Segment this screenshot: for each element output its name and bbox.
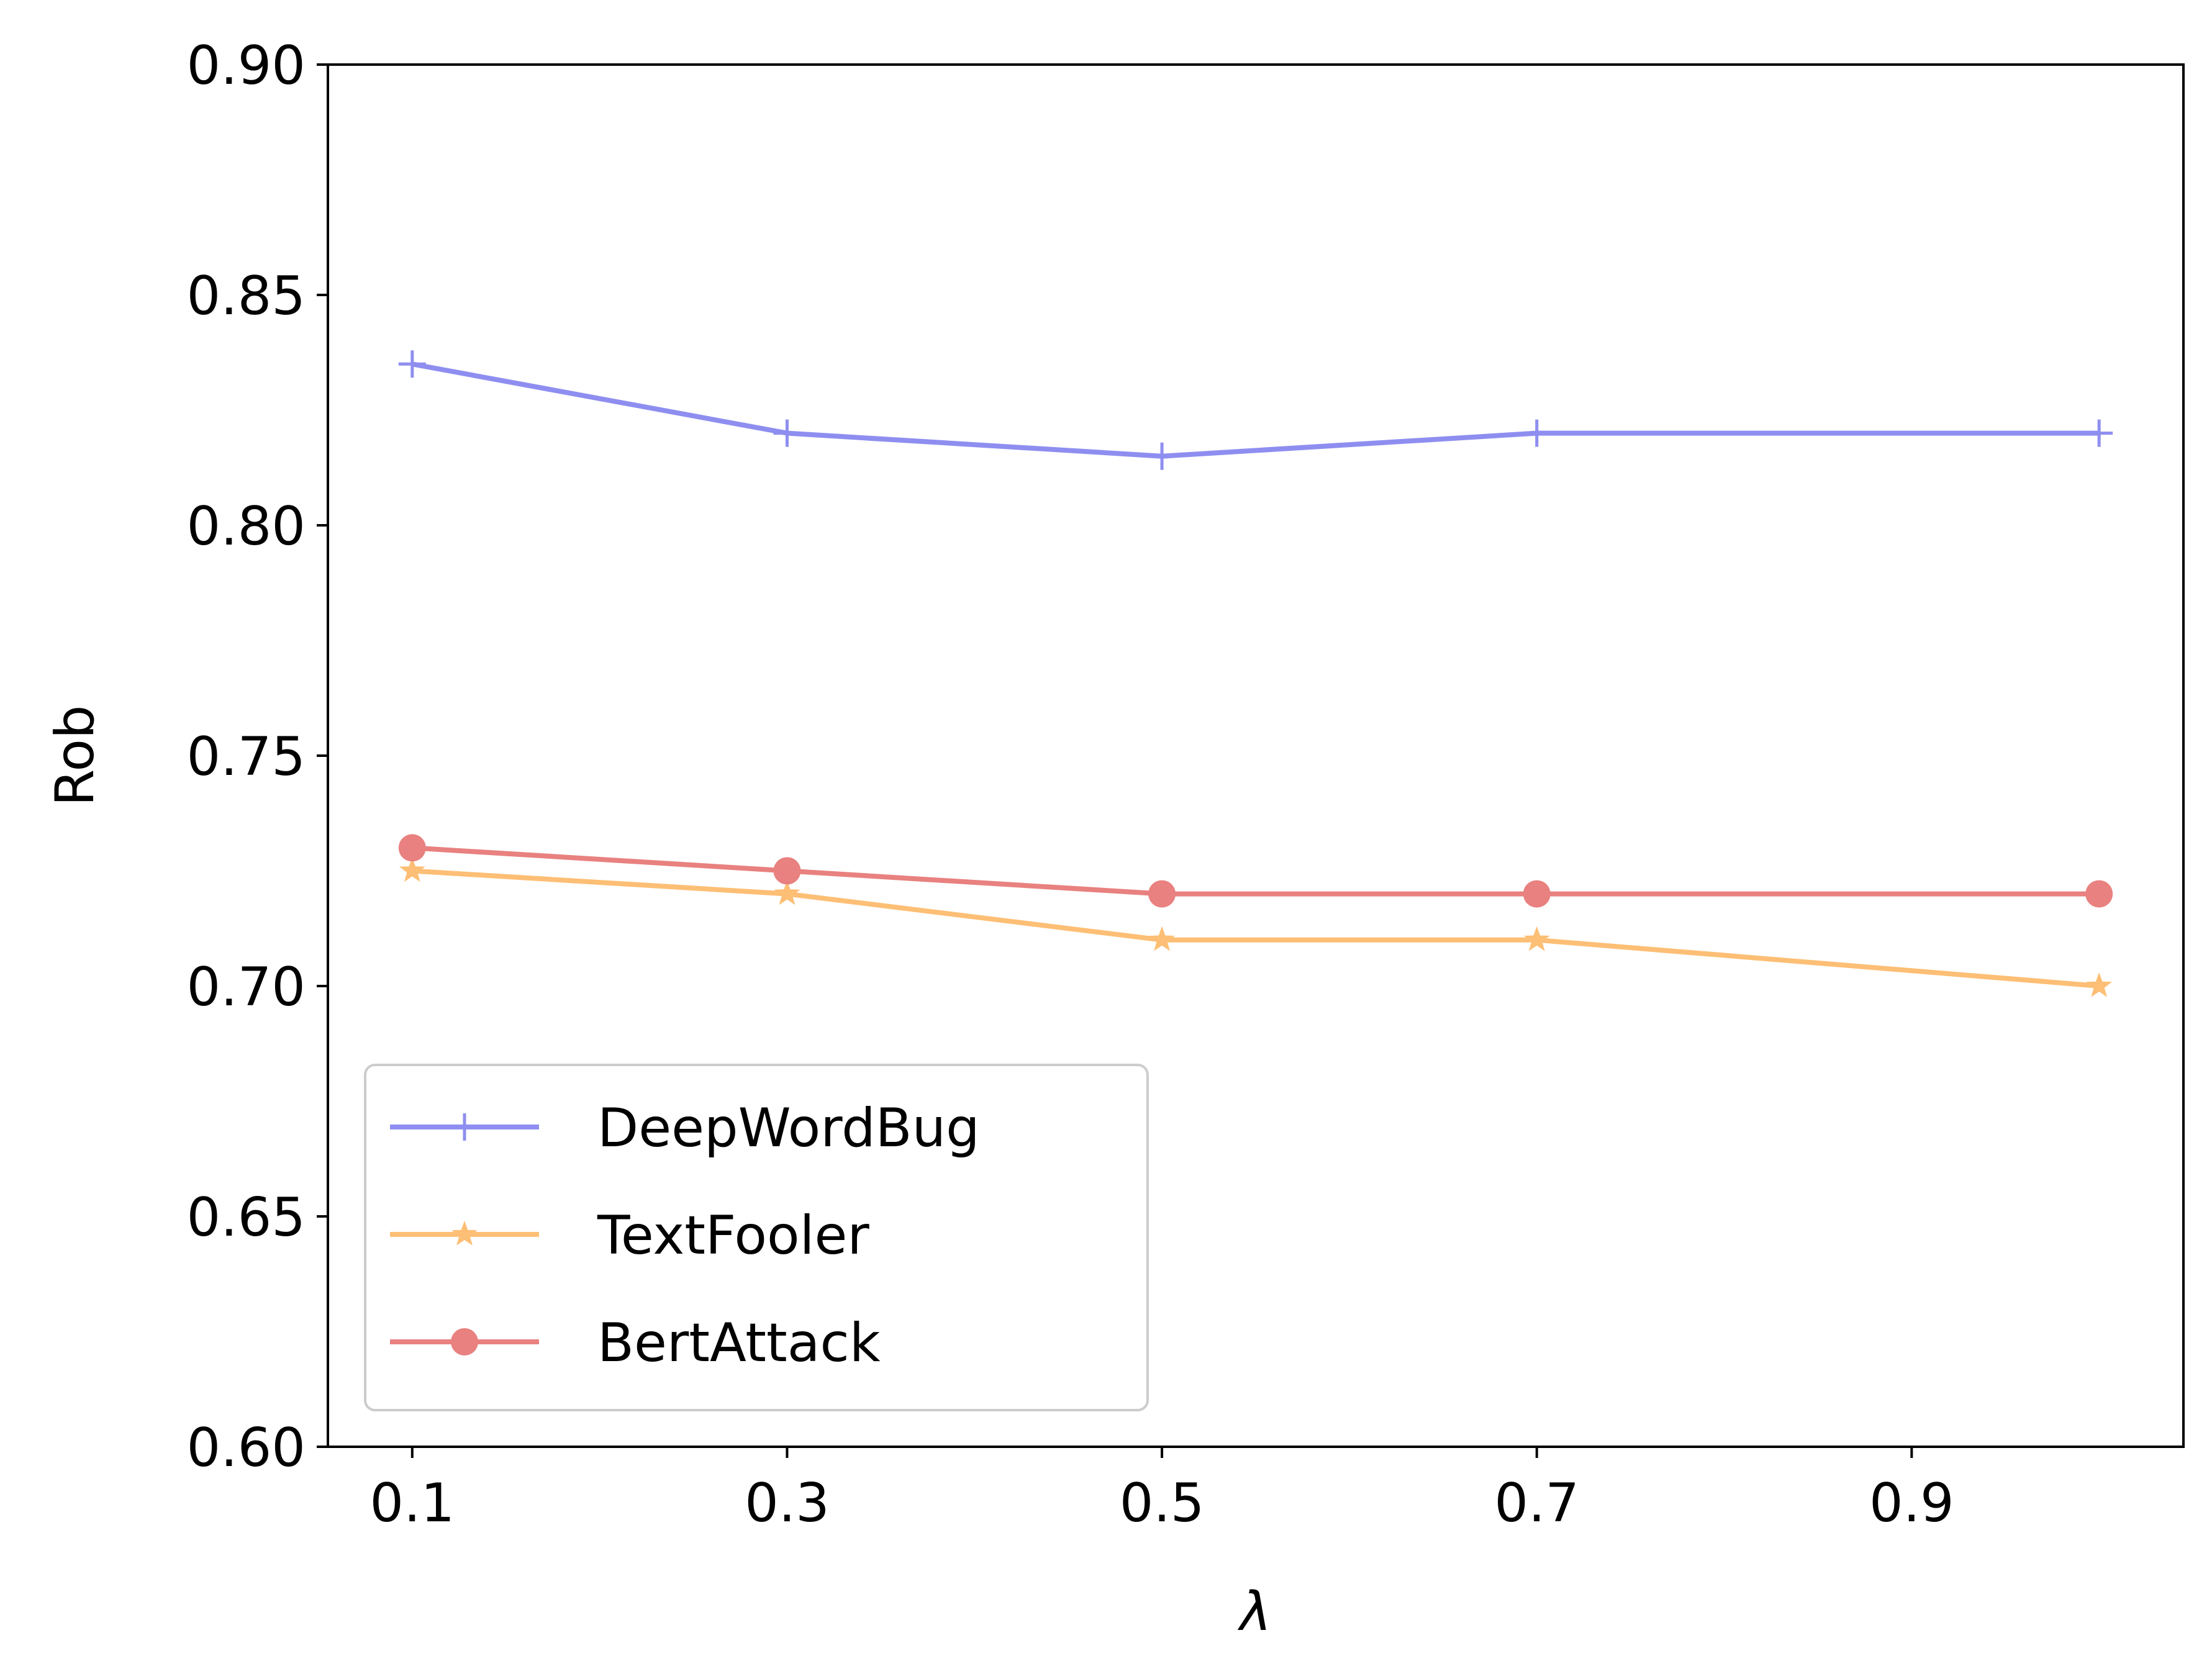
legend-box xyxy=(364,1064,1149,1411)
data-point-bertattack xyxy=(398,834,426,862)
series-line-deepwordbug xyxy=(412,361,2100,459)
legend-marker-bertattack xyxy=(451,1328,478,1355)
x-tick-label: 0.7 xyxy=(1494,1472,1579,1534)
legend-label-deepwordbug: DeepWordBug xyxy=(597,1097,980,1159)
data-point-deepwordbug xyxy=(1523,419,1551,447)
data-point-bertattack xyxy=(2085,880,2113,908)
y-tick-label: 0.60 xyxy=(187,1417,306,1479)
legend: DeepWordBug TextFooler BertAttack xyxy=(364,1064,1149,1411)
data-point-textfooler xyxy=(1149,926,1175,951)
legend-marker-deepwordbug xyxy=(451,1113,478,1141)
x-tick-label: 0.9 xyxy=(1869,1472,1954,1534)
y-tick-label: 0.85 xyxy=(187,265,306,327)
y-tick-label: 0.75 xyxy=(187,726,306,788)
data-point-deepwordbug xyxy=(1148,442,1176,470)
data-point-textfooler xyxy=(399,857,425,882)
legend-item-bertattack: BertAttack xyxy=(390,1312,881,1374)
data-point-bertattack xyxy=(773,857,801,885)
x-axis-label: λ xyxy=(1238,1581,1272,1643)
axis-ticks: 0.1 0.3 0.5 0.7 0.9 0.60 0.65 0.70 0.75 0.80 0.85 0… xyxy=(187,35,1954,1534)
x-tick-label: 0.1 xyxy=(369,1472,455,1534)
data-point-textfooler xyxy=(774,880,800,905)
data-point-bertattack xyxy=(1523,880,1551,908)
data-point-bertattack xyxy=(1148,880,1176,908)
series-bertattack xyxy=(398,834,2113,908)
y-tick-label: 0.70 xyxy=(187,956,306,1018)
series-deepwordbug xyxy=(398,350,2113,470)
y-axis-label: Rob xyxy=(44,705,106,806)
series-textfooler xyxy=(399,857,2113,997)
x-tick-label: 0.5 xyxy=(1120,1472,1205,1534)
data-point-deepwordbug xyxy=(773,419,801,447)
series-line-textfooler xyxy=(412,868,2100,989)
data-point-textfooler xyxy=(1523,926,1550,951)
legend-item-deepwordbug: DeepWordBug xyxy=(390,1097,980,1159)
y-tick-label: 0.65 xyxy=(187,1187,306,1249)
legend-marker-textfooler xyxy=(451,1221,478,1246)
legend-item-textfooler: TextFooler xyxy=(390,1205,869,1267)
y-tick-label: 0.80 xyxy=(187,496,306,558)
x-tick-label: 0.3 xyxy=(745,1472,830,1534)
data-point-deepwordbug xyxy=(398,350,426,378)
legend-label-textfooler: TextFooler xyxy=(597,1205,869,1267)
legend-label-bertattack: BertAttack xyxy=(597,1312,881,1374)
series-layer xyxy=(398,350,2113,997)
data-point-deepwordbug xyxy=(2085,419,2113,447)
y-tick-label: 0.90 xyxy=(187,35,306,97)
data-point-textfooler xyxy=(2086,972,2113,997)
